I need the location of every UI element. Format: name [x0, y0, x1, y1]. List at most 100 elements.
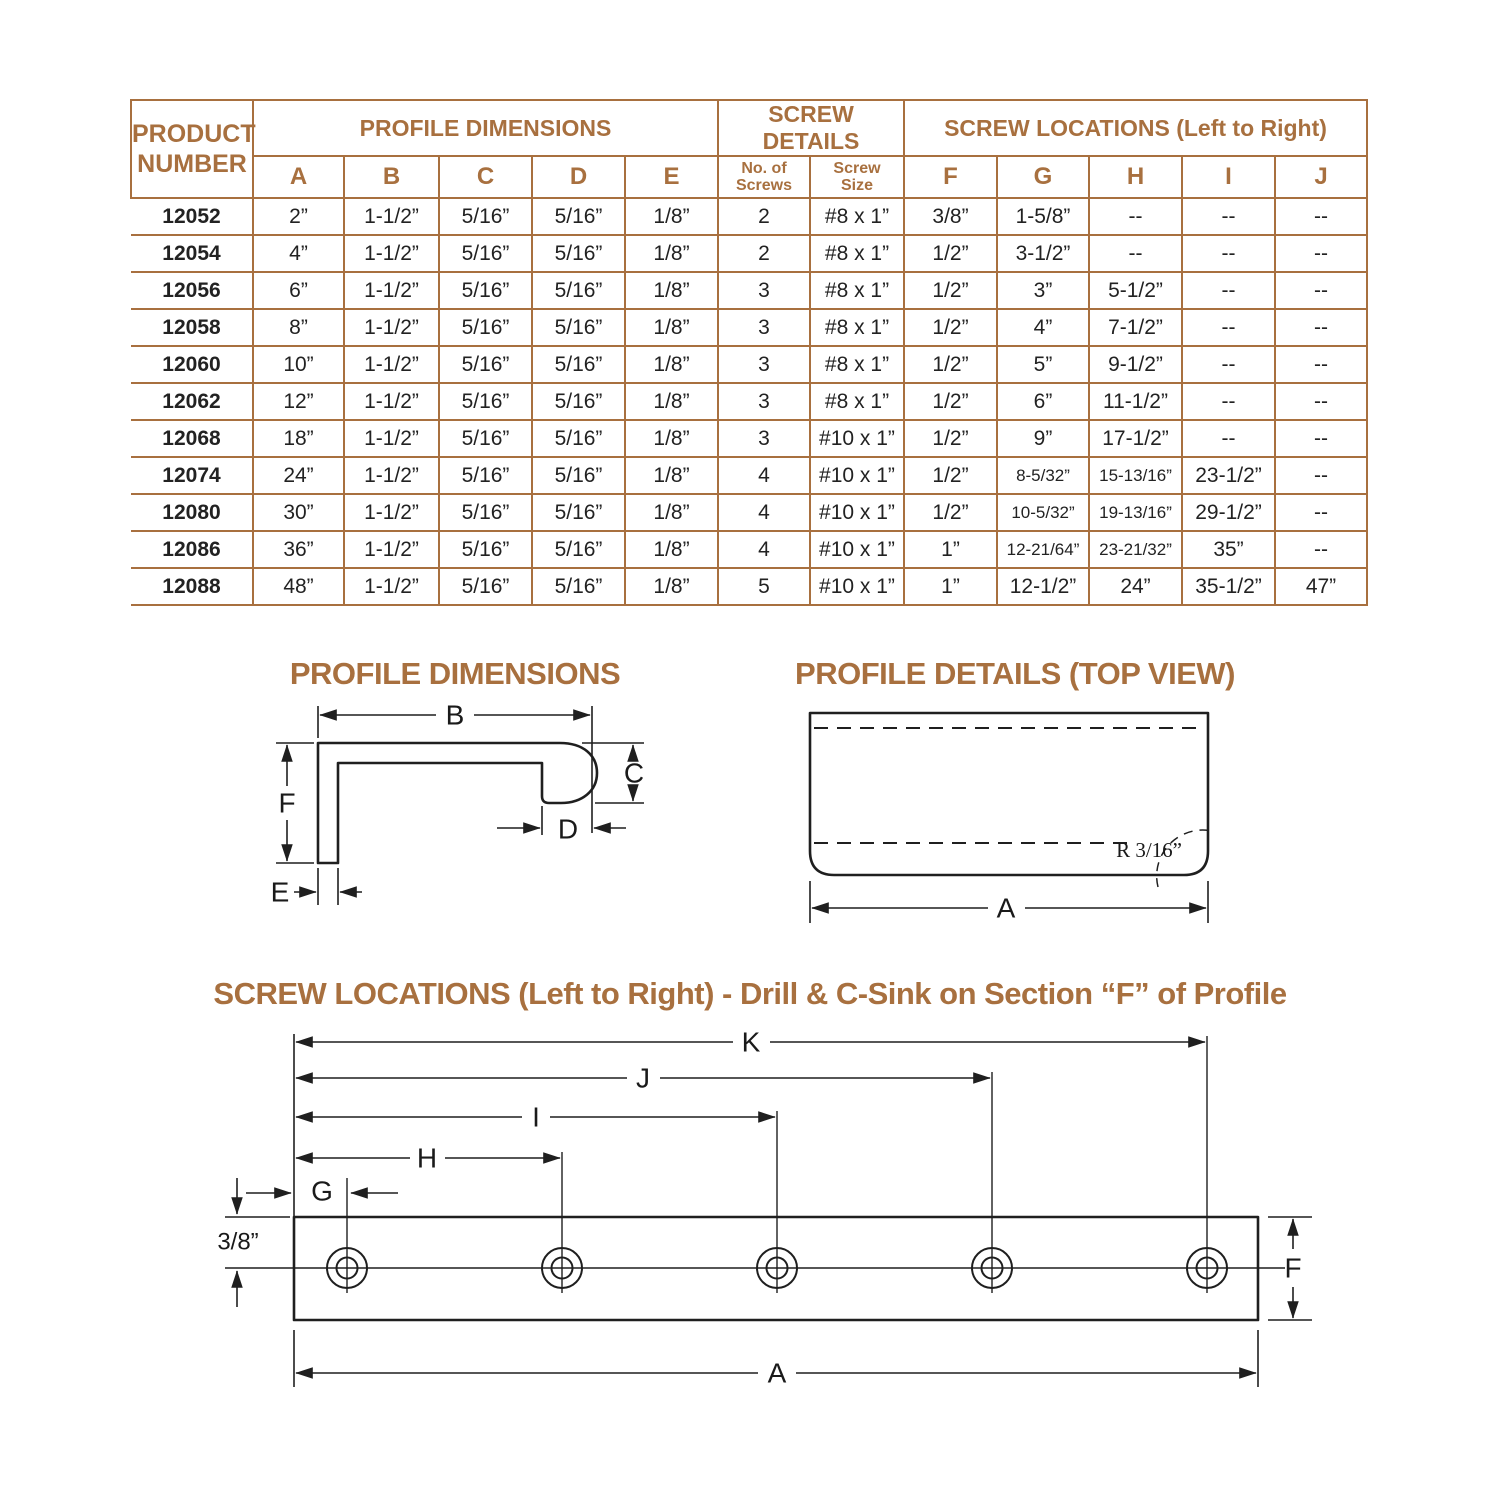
table-sub-header-row: A B C D E No. of Screws Screw Size F G H…: [131, 155, 1369, 199]
dimension-c: C: [582, 742, 644, 804]
cell-e: 1/8”: [624, 567, 719, 606]
cell-d: 5/16”: [531, 382, 626, 421]
cell-e: 1/8”: [624, 493, 719, 532]
cell-screw: #10 x 1”: [809, 567, 905, 606]
cell-b: 1-1/2”: [343, 197, 440, 236]
cell-c: 5/16”: [438, 419, 533, 458]
dimension-k: K: [295, 1027, 1206, 1058]
cell-e: 1/8”: [624, 345, 719, 384]
cell-d: 5/16”: [531, 419, 626, 458]
screw-hole: [1186, 1247, 1228, 1289]
cell-i: 23-1/2”: [1181, 456, 1276, 495]
cell-d: 5/16”: [531, 345, 626, 384]
cell-no-of: 3: [717, 382, 811, 421]
cell-g: 4”: [996, 308, 1090, 347]
cell-no-of: 4: [717, 530, 811, 569]
column-header-h: H: [1088, 155, 1183, 199]
cell-product-number: 12056: [131, 271, 254, 310]
label-radius: R 3/16”: [1116, 838, 1182, 862]
cell-a: 2”: [252, 197, 345, 236]
cell-h: 17-1/2”: [1088, 419, 1183, 458]
cell-i: --: [1181, 382, 1276, 421]
cell-a: 8”: [252, 308, 345, 347]
screw-hole-inner: [980, 1256, 1004, 1280]
dimension-e: E: [271, 868, 362, 908]
cell-f: 1/2”: [903, 382, 998, 421]
column-header-f: F: [903, 155, 998, 199]
dimension-offset: 3/8”: [217, 1178, 290, 1307]
label-g: G: [311, 1176, 333, 1207]
cell-h: 5-1/2”: [1088, 271, 1183, 310]
profile-topview-diagram: R 3/16” A: [808, 711, 1213, 924]
cell-f: 1/2”: [903, 493, 998, 532]
cell-e: 1/8”: [624, 197, 719, 236]
dimension-a-bar: A: [293, 1330, 1259, 1389]
cell-no-of: 3: [717, 419, 811, 458]
topview-outline: [808, 711, 1210, 877]
label-f: F: [278, 788, 295, 819]
cell-b: 1-1/2”: [343, 493, 440, 532]
label-e: E: [271, 877, 290, 908]
profile-dimensions-title: PROFILE DIMENSIONS: [289, 656, 621, 691]
cell-screw: #8 x 1”: [809, 308, 905, 347]
dimension-f: F: [276, 742, 314, 864]
dimension-a-topview: A: [809, 881, 1209, 924]
cell-j: --: [1273, 530, 1369, 569]
cell-j: --: [1273, 234, 1369, 273]
cell-i: 29-1/2”: [1181, 493, 1276, 532]
cell-product-number: 12088: [131, 567, 254, 606]
cell-f: 1”: [903, 567, 998, 606]
cell-h: 23-21/32”: [1088, 530, 1183, 569]
column-header-e: E: [624, 155, 719, 199]
screw-locations-title: SCREW LOCATIONS (Left to Right) - Drill …: [213, 976, 1287, 1011]
screw-hole-inner: [1195, 1256, 1219, 1280]
cell-a: 12”: [252, 382, 345, 421]
screw-locations-diagram: K J I H G 3/8”: [217, 1027, 1312, 1389]
cell-f: 1/2”: [903, 456, 998, 495]
cell-j: --: [1273, 419, 1369, 458]
cell-j: --: [1273, 345, 1369, 384]
cell-e: 1/8”: [624, 382, 719, 421]
cell-i: --: [1181, 308, 1276, 347]
label-b: B: [446, 700, 465, 731]
group-header-screw-locations: SCREW LOCATIONS (Left to Right): [902, 99, 1369, 157]
cell-j: --: [1273, 308, 1369, 347]
cell-screw: #8 x 1”: [809, 345, 905, 384]
table-row: 12054 4” 1-1/2” 5/16” 5/16” 1/8” 2 #8 x 1” 1/2” 3…: [131, 234, 1369, 273]
cell-b: 1-1/2”: [343, 271, 440, 310]
cell-h: 24”: [1088, 567, 1183, 606]
cell-a: 36”: [252, 530, 345, 569]
cell-d: 5/16”: [531, 567, 626, 606]
screw-hole: [541, 1247, 583, 1289]
cell-no-of: 4: [717, 456, 811, 495]
screw-hole-inner: [335, 1256, 359, 1280]
cell-f: 1/2”: [903, 419, 998, 458]
column-header-b: B: [343, 155, 440, 199]
screw-hole-inner: [550, 1256, 574, 1280]
cell-screw: #10 x 1”: [809, 419, 905, 458]
cell-i: --: [1181, 419, 1276, 458]
screw-holes: [326, 1247, 1228, 1289]
cell-i: 35”: [1181, 530, 1276, 569]
cell-screw: #10 x 1”: [809, 493, 905, 532]
dimension-b: B: [317, 700, 593, 833]
cell-d: 5/16”: [531, 197, 626, 236]
cell-j: --: [1273, 382, 1369, 421]
cell-c: 5/16”: [438, 271, 533, 310]
screw-hole: [971, 1247, 1013, 1289]
cell-no-of: 3: [717, 308, 811, 347]
cell-screw: #8 x 1”: [809, 234, 905, 273]
radius-leader-arc: [1155, 829, 1213, 888]
cell-product-number: 12074: [131, 456, 254, 495]
cell-d: 5/16”: [531, 234, 626, 273]
label-a-bar: A: [768, 1358, 787, 1389]
cell-f: 1/2”: [903, 308, 998, 347]
cell-c: 5/16”: [438, 197, 533, 236]
cell-g: 8-5/32”: [996, 456, 1090, 495]
table-row: 12068 18” 1-1/2” 5/16” 5/16” 1/8” 3 #10 x 1” 1/2…: [131, 419, 1369, 458]
cell-j: --: [1273, 493, 1369, 532]
cell-b: 1-1/2”: [343, 530, 440, 569]
cell-product-number: 12052: [131, 197, 254, 236]
cell-b: 1-1/2”: [343, 456, 440, 495]
table-row: 12056 6” 1-1/2” 5/16” 5/16” 1/8” 3 #8 x 1” 1/2” 3…: [131, 271, 1369, 310]
